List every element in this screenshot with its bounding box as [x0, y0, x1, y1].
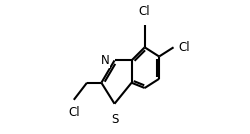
Text: S: S	[111, 113, 118, 126]
Text: Cl: Cl	[139, 5, 150, 18]
Text: Cl: Cl	[68, 106, 80, 119]
Text: N: N	[100, 54, 109, 67]
Text: Cl: Cl	[179, 41, 190, 54]
